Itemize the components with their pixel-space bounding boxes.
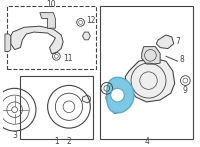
Polygon shape — [40, 13, 55, 28]
Text: 3: 3 — [12, 131, 17, 140]
Polygon shape — [125, 58, 175, 102]
Text: 10: 10 — [47, 0, 56, 9]
Text: 5: 5 — [112, 107, 117, 116]
Polygon shape — [83, 95, 90, 103]
Text: 4: 4 — [144, 137, 149, 146]
Text: 6: 6 — [104, 93, 109, 103]
Bar — [100, 6, 193, 139]
Text: 9: 9 — [183, 86, 188, 95]
Text: 11: 11 — [63, 54, 73, 63]
Text: 2: 2 — [67, 137, 71, 146]
Polygon shape — [156, 35, 174, 49]
Polygon shape — [107, 77, 134, 113]
Polygon shape — [11, 26, 63, 53]
Bar — [7, 6, 96, 69]
Circle shape — [111, 88, 124, 102]
Text: 1: 1 — [54, 137, 59, 146]
Text: 7: 7 — [176, 37, 181, 46]
Polygon shape — [5, 34, 11, 51]
Polygon shape — [142, 47, 160, 64]
Polygon shape — [83, 32, 90, 40]
Text: 8: 8 — [180, 55, 184, 64]
Bar — [20, 76, 93, 139]
Text: 12: 12 — [86, 16, 96, 25]
